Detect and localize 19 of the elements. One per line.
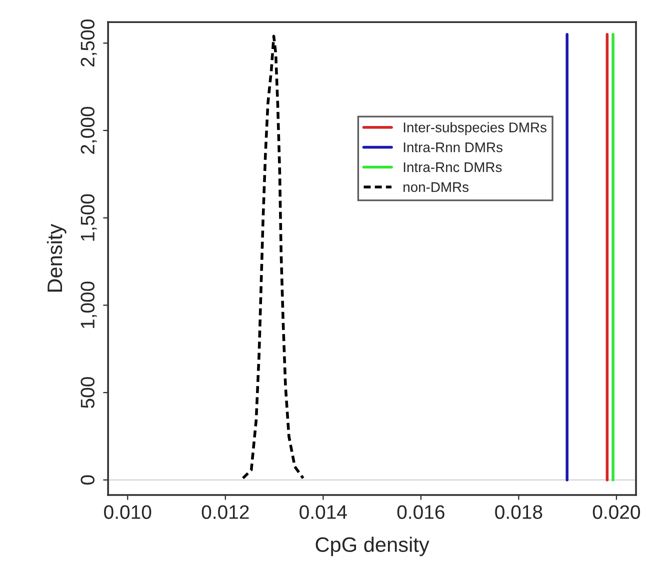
x-tick-label: 0.014 (300, 505, 347, 519)
x-tick-label: 0.016 (397, 505, 444, 519)
y-tick-label: 1,000 (80, 282, 97, 328)
x-tick-label: 0.018 (495, 505, 542, 519)
x-tick-label: 0.010 (104, 505, 152, 519)
y-tick-label: 0 (80, 475, 95, 485)
x-tick-label: 0.020 (592, 505, 640, 519)
y-axis-title: Density (46, 224, 66, 292)
y-tick-label: 2,000 (80, 106, 97, 154)
legend-label: Inter-subspecies DMRs (404, 122, 546, 136)
y-tick-label: 500 (80, 377, 95, 408)
y-tick-label: 1,500 (80, 194, 97, 241)
x-axis-title: CpG density (316, 536, 430, 556)
legend-label: Intra-Rnn DMRs (404, 142, 502, 152)
line-series (242, 34, 305, 480)
legend-label: Intra-Rnc DMRs (404, 162, 502, 172)
y-tick-label: 2,500 (80, 20, 97, 66)
x-tick-label: 0.012 (202, 505, 249, 519)
legend-label: non-DMRs (404, 182, 468, 192)
